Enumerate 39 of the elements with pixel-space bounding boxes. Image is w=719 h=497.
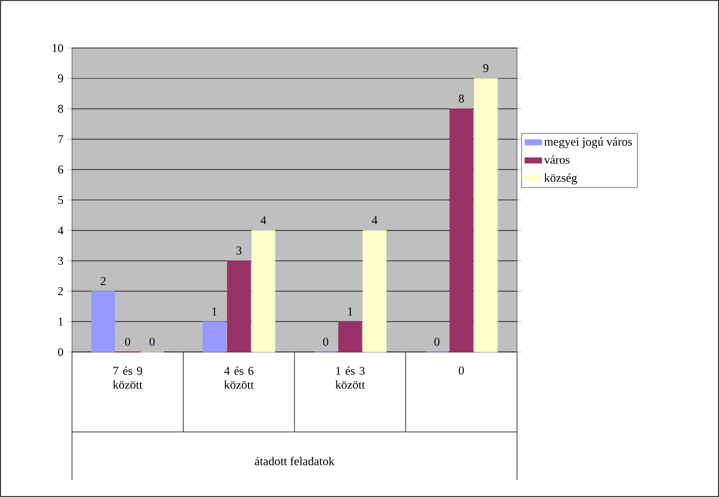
data-label: 3 xyxy=(236,246,242,255)
bar xyxy=(202,321,226,352)
bar xyxy=(338,321,362,352)
y-tick-label: 9 xyxy=(58,74,64,82)
y-tick-label: 5 xyxy=(58,196,64,204)
legend-label: község xyxy=(544,173,578,184)
x-tick-label: 1 és 3 között xyxy=(335,366,366,389)
text: átadott feladatok xyxy=(254,456,335,466)
y-tick-label: 0 xyxy=(58,348,64,356)
data-label: 0 xyxy=(125,338,130,346)
x-tick-label: 0 xyxy=(458,366,464,374)
y-tick-label: 6 xyxy=(58,166,64,174)
data-label: 8 xyxy=(458,94,464,103)
y-tick-label: 4 xyxy=(58,226,64,234)
bar xyxy=(251,230,276,352)
bar xyxy=(362,230,386,352)
y-tick-label: 1 xyxy=(58,318,63,326)
x-tick-label: 4 és 6 között xyxy=(224,366,254,389)
y-tick-label: 10 xyxy=(52,44,64,52)
x-tick-label: 7 és 9 között xyxy=(112,366,143,389)
bar xyxy=(91,290,116,352)
data-label: 0 xyxy=(150,338,155,346)
data-label: 1 xyxy=(348,307,352,316)
bar xyxy=(227,260,251,352)
y-tick-label: 3 xyxy=(58,256,64,265)
data-label: 1 xyxy=(212,307,217,316)
data-label: 0 xyxy=(434,338,440,346)
data-label: 4 xyxy=(260,216,266,224)
bar xyxy=(450,108,474,352)
data-label: 2 xyxy=(100,277,106,285)
bar xyxy=(474,78,498,352)
y-tick-label: 7 xyxy=(58,135,64,144)
y-tick-label: 2 xyxy=(58,287,63,296)
data-label: 9 xyxy=(483,64,488,72)
y-tick-label: 8 xyxy=(58,104,64,113)
data-label: 0 xyxy=(323,338,328,346)
data-label: 4 xyxy=(372,216,378,224)
legend-label: város xyxy=(544,155,570,164)
legend-label: megyei jogú város xyxy=(544,137,632,148)
